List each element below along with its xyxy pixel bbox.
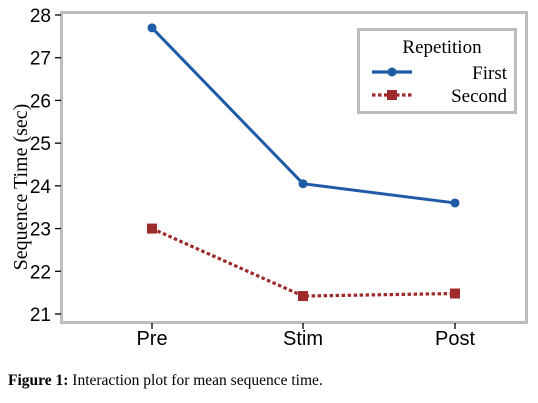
figure-caption: Figure 1: Interaction plot for mean sequ… <box>8 372 323 390</box>
caption-lead: Figure 1: <box>8 372 69 389</box>
legend-marker-second <box>387 90 397 100</box>
legend-marker-first <box>387 67 397 77</box>
data-point-first <box>147 23 157 33</box>
y-tick-label: 24 <box>30 177 52 198</box>
y-tick-label: 28 <box>30 6 51 27</box>
x-ticks: Pre Stim Post <box>136 323 475 350</box>
data-point-first <box>298 179 308 189</box>
plot-frame <box>60 11 528 324</box>
y-tick-label: 26 <box>30 91 51 112</box>
caption-text: Interaction plot for mean sequence time. <box>68 372 323 389</box>
y-tick-label: 21 <box>30 305 51 326</box>
legend-label-first: First <box>472 63 508 84</box>
data-point-second <box>147 223 157 234</box>
x-tick-label: Pre <box>136 328 167 350</box>
data-point-second <box>450 288 460 299</box>
legend-title: Repetition <box>402 37 482 58</box>
series-layer <box>147 23 460 302</box>
series-line-second <box>151 227 456 298</box>
x-tick-label: Post <box>435 328 475 350</box>
y-axis-label: Sequence Time (sec) <box>10 104 32 271</box>
y-tick-label: 27 <box>30 49 51 70</box>
data-point-second <box>298 291 308 302</box>
y-tick-label: 22 <box>30 262 51 283</box>
x-tick-label: Stim <box>283 328 323 350</box>
legend-label-second: Second <box>451 86 507 107</box>
y-tick-label: 25 <box>30 134 51 155</box>
y-ticks: 21 22 23 24 25 26 27 28 <box>30 6 61 326</box>
y-tick-label: 23 <box>30 220 51 241</box>
data-point-first <box>450 198 460 208</box>
interaction-plot: Sequence Time (sec) 21 22 23 24 25 26 27 28 Pre… <box>10 6 528 350</box>
